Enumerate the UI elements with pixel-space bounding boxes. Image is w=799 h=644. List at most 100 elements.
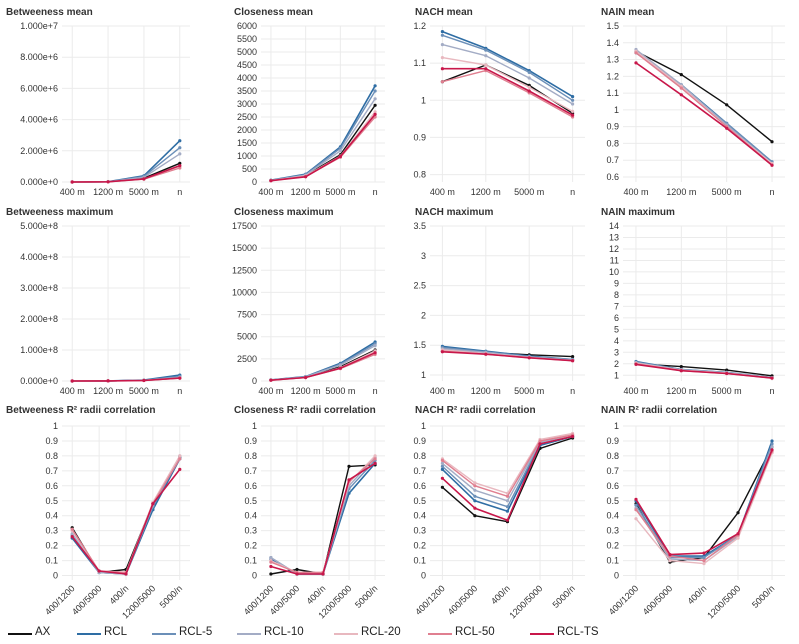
- y-tick-label: 4.000e+6: [20, 115, 58, 125]
- x-tick-label: 400/n: [489, 583, 512, 606]
- panel-10: NACH R² radii correlation 0 0.1 0.2 0.3 0.4 0.…: [413, 405, 585, 620]
- data-point-RCL-TS: [178, 164, 182, 168]
- x-tick-label: n: [770, 187, 775, 197]
- data-point-RCL-20: [178, 454, 182, 458]
- data-point-RCL-TS: [440, 350, 444, 354]
- y-tick-label: 0.2: [413, 541, 426, 551]
- y-tick-label: 5000: [237, 332, 257, 342]
- x-tick-label: 5000 m: [129, 386, 159, 396]
- data-point-RCL-TS: [304, 175, 308, 179]
- x-tick-label: 5000/n: [550, 583, 577, 610]
- y-tick-label: 0.6: [45, 481, 58, 491]
- data-point-RCL-TS: [338, 366, 342, 370]
- data-point-RCL-TS: [142, 378, 146, 383]
- series-line-RCL-TS: [635, 363, 773, 379]
- y-tick-label: 0.4: [413, 511, 426, 521]
- x-tick-label: 5000 m: [514, 386, 544, 396]
- y-tick-label: 1: [421, 95, 426, 105]
- panel-0: Betweeness mean 0.000e+0 2.000e+6 4.000e+6 6…: [6, 7, 190, 197]
- y-tick-label: 0.3: [244, 526, 257, 536]
- y-tick-label: 0: [252, 571, 257, 581]
- y-tick-label: 0.8: [413, 451, 426, 461]
- x-tick-label: 5000 m: [129, 187, 159, 197]
- data-point-RCL-TS: [373, 351, 377, 355]
- x-tick-label: 400 m: [258, 386, 283, 396]
- y-tick-label: 0.2: [45, 541, 58, 551]
- data-point-RCL-TS: [702, 551, 706, 555]
- data-point-RCL-TS: [770, 448, 774, 452]
- y-tick-label: 6.000e+6: [20, 83, 58, 93]
- data-point-RCL-10: [571, 102, 575, 106]
- legend-swatch: [428, 633, 452, 635]
- y-tick-label: 8: [614, 290, 619, 300]
- data-point-RCL-TS: [571, 359, 575, 363]
- panel-8: Betweeness R² radii correlation 0 0.1 0.2 0.…: [6, 405, 190, 620]
- data-point-RCL-5: [178, 146, 182, 150]
- y-tick-label: 4500: [237, 60, 257, 70]
- x-tick-label: 1200 m: [666, 187, 696, 197]
- panel-11: NAIN R² radii correlation 0 0.1 0.2 0.3 0.4 0.…: [601, 405, 785, 620]
- data-point-RCL-TS: [571, 434, 575, 439]
- data-point-RCL-TS: [440, 476, 444, 480]
- y-tick-label: 0: [614, 571, 619, 581]
- panel-title: Closeness maximum: [234, 207, 334, 218]
- panel-title: NACH mean: [415, 7, 473, 18]
- data-point-RCL-5: [702, 556, 706, 560]
- x-tick-label: 1200 m: [471, 187, 501, 197]
- data-point-RCL-20: [571, 109, 575, 113]
- y-tick-label: 1.2: [606, 71, 619, 81]
- y-tick-label: 3: [421, 251, 426, 261]
- data-point-AX: [295, 567, 299, 572]
- x-tick-label: 1200 m: [291, 386, 321, 396]
- y-tick-label: 9: [614, 278, 619, 288]
- data-point-RCL: [571, 95, 575, 99]
- data-point-RCL: [473, 499, 477, 503]
- data-point-AX: [347, 464, 351, 468]
- data-point-AX: [178, 161, 182, 165]
- y-tick-label: 2000: [237, 125, 257, 135]
- legend-label: RCL-TS: [557, 626, 599, 638]
- panel-5: Closeness maximum 0 2500 5000 7500 10000 12500…: [232, 207, 385, 396]
- data-point-RCL-TS: [484, 67, 488, 71]
- data-point-RCL-TS: [142, 177, 146, 181]
- y-tick-label: 3: [614, 347, 619, 357]
- y-tick-label: 0.4: [45, 511, 58, 521]
- y-tick-label: 10000: [232, 287, 257, 297]
- y-tick-label: 0.7: [606, 155, 619, 165]
- data-point-RCL: [440, 467, 444, 471]
- y-tick-label: 4.000e+8: [20, 252, 58, 262]
- y-tick-label: 14: [609, 221, 619, 231]
- data-point-RCL-TS: [634, 362, 638, 366]
- data-point-RCL-5: [770, 442, 774, 446]
- y-tick-label: 0.6: [244, 481, 257, 491]
- y-tick-label: 0.1: [45, 556, 58, 566]
- data-point-RCL-20: [373, 110, 377, 114]
- data-point-RCL-TS: [106, 180, 110, 184]
- data-point-AX: [725, 103, 729, 107]
- data-point-RCL-20: [736, 536, 740, 540]
- x-tick-label: 5000 m: [325, 386, 355, 396]
- x-tick-label: 400 m: [623, 187, 648, 197]
- data-point-RCL-TS: [725, 371, 729, 376]
- y-tick-label: 500: [242, 164, 257, 174]
- data-point-RCL-10: [440, 43, 444, 47]
- y-tick-label: 1.000e+8: [20, 345, 58, 355]
- y-tick-label: 2.5: [413, 281, 426, 291]
- y-tick-label: 0: [53, 571, 58, 581]
- x-tick-label: 1200 m: [93, 386, 123, 396]
- data-point-AX: [269, 572, 273, 576]
- y-tick-label: 2: [421, 310, 426, 320]
- y-tick-label: 0.5: [606, 496, 619, 506]
- x-tick-label: 400 m: [258, 187, 283, 197]
- panel-6: NACH maximum 1 1.5 2 2.5 3 3.5 400 m 1200 m 5000 …: [413, 207, 585, 396]
- y-tick-label: 1.5: [606, 21, 619, 31]
- data-point-RCL-TS: [269, 378, 273, 382]
- x-tick-label: n: [177, 187, 182, 197]
- data-point-RCL: [505, 509, 510, 513]
- series-line-RCL-TS: [442, 351, 573, 362]
- y-tick-label: 1.5: [413, 340, 426, 350]
- data-point-RCL-20: [373, 454, 377, 458]
- data-point-RCL-20: [527, 85, 531, 89]
- x-tick-label: 400/1200: [413, 583, 447, 617]
- y-tick-label: 1: [53, 421, 58, 431]
